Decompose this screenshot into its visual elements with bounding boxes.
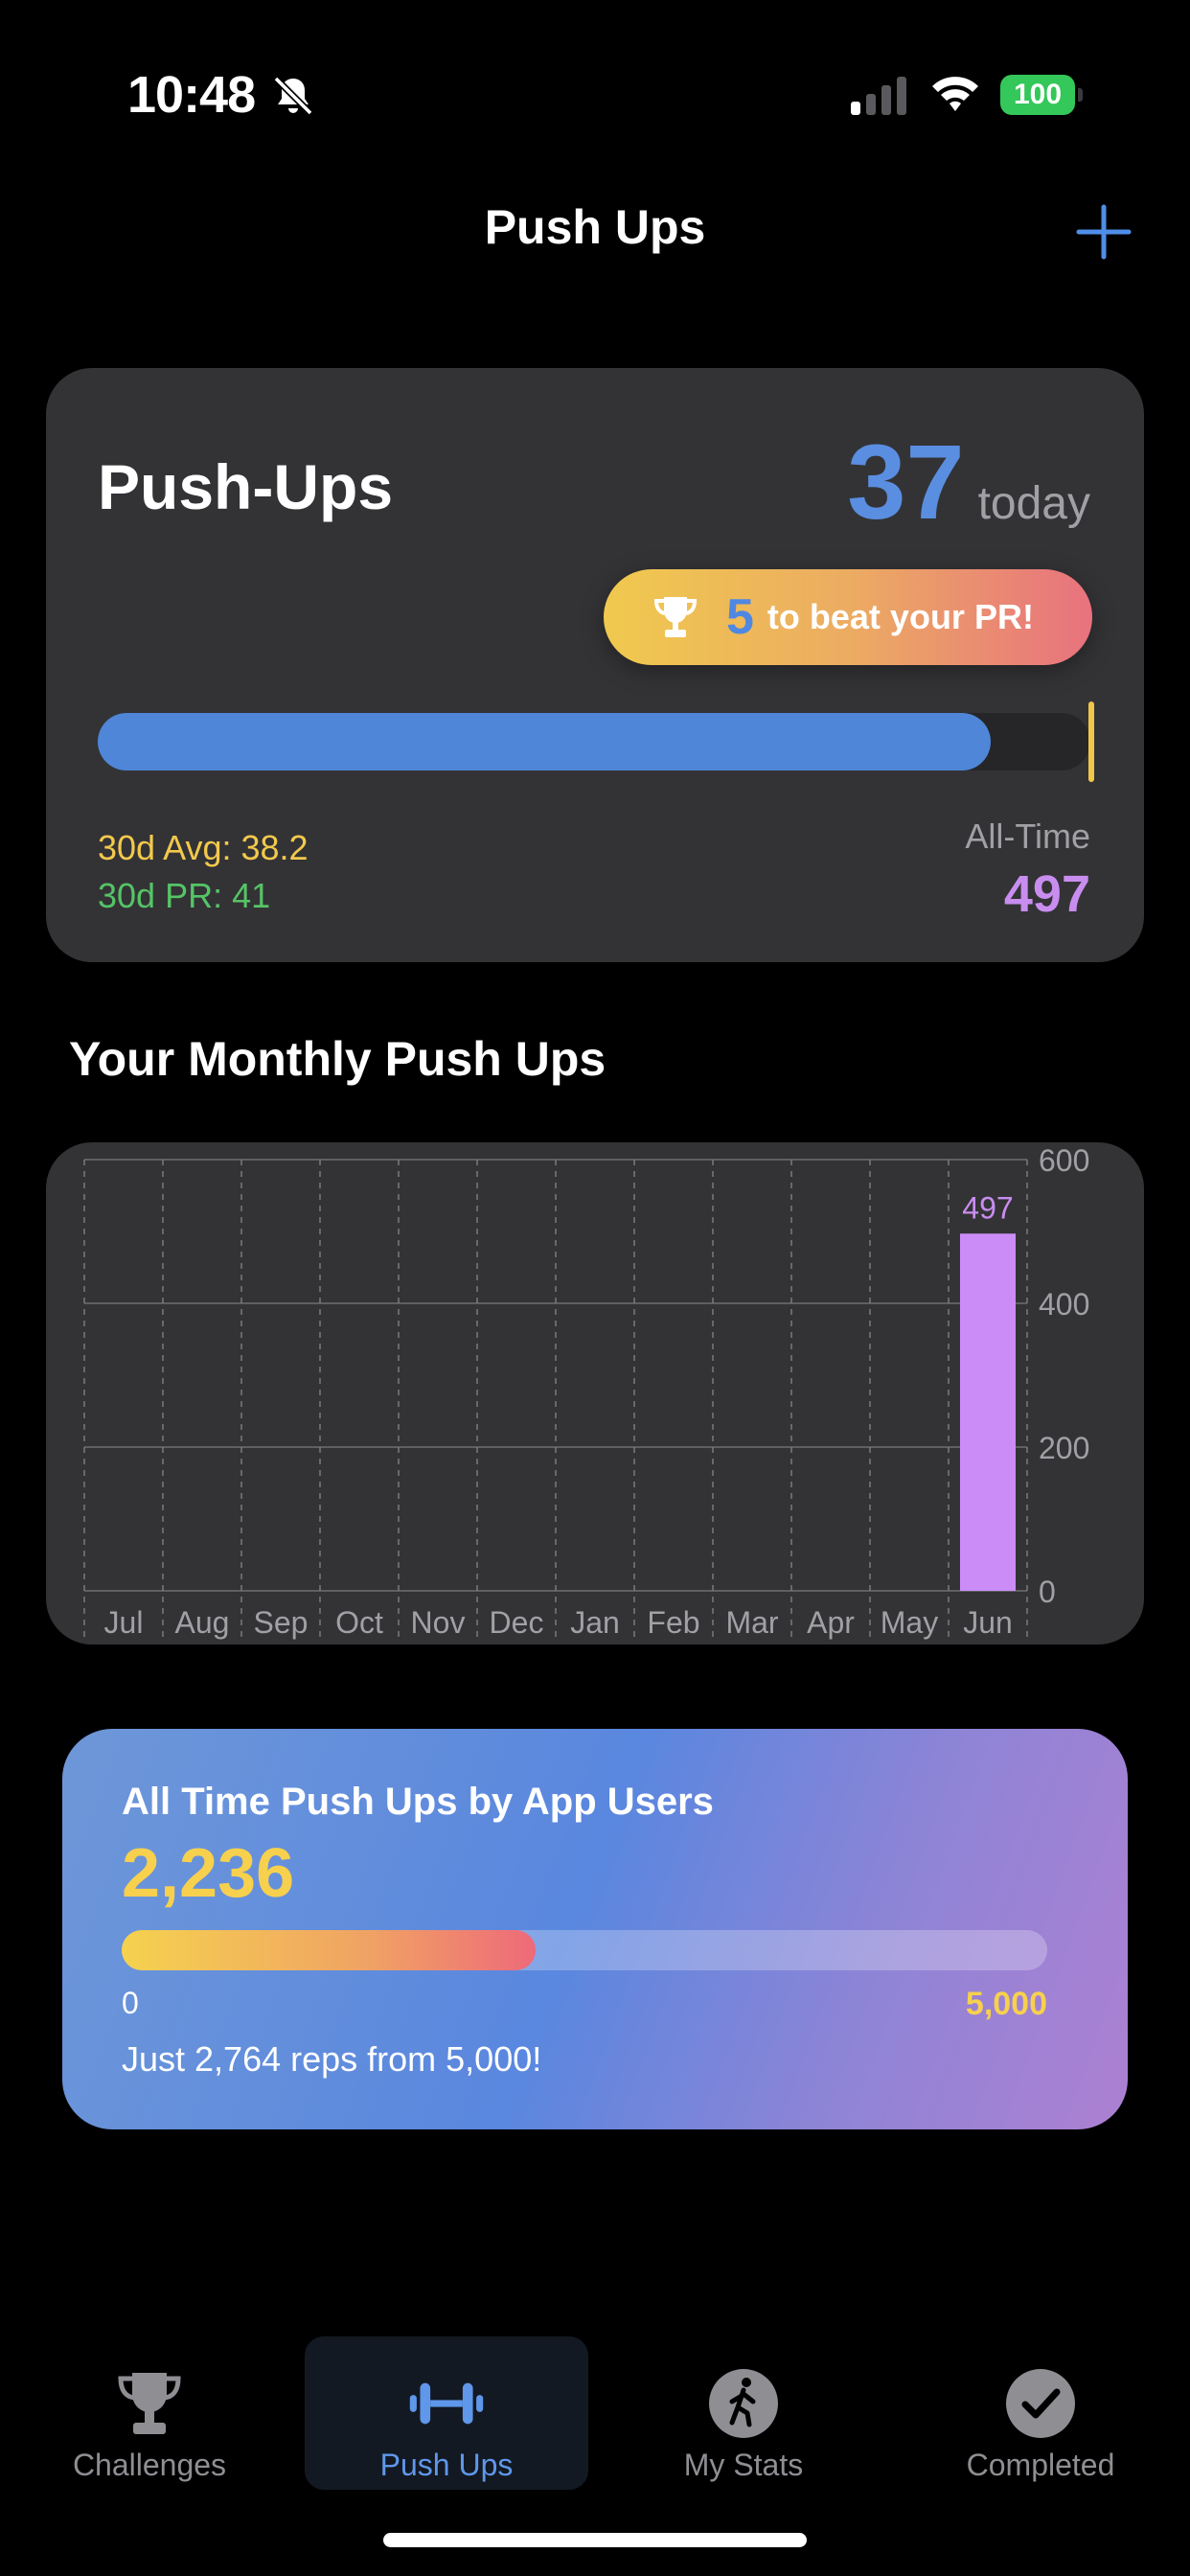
x-tick-label: Oct	[335, 1605, 383, 1640]
community-message: Just 2,764 reps from 5,000!	[122, 2039, 542, 2079]
battery-level: 100	[1000, 75, 1075, 115]
tab-label: Push Ups	[379, 2448, 514, 2482]
dumbbell-icon	[409, 2382, 484, 2425]
cellular-signal-icon	[851, 77, 906, 115]
community-progress-bar	[122, 1930, 1047, 1970]
avg-30d: 30d Avg: 38.2	[98, 828, 309, 867]
tab-push-ups[interactable]: Push Ups	[305, 2336, 588, 2490]
trophy-icon	[118, 2373, 181, 2434]
x-tick-label: Jun	[963, 1605, 1013, 1640]
community-total: 2,236	[122, 1835, 295, 1912]
community-progress-card[interactable]: All Time Push Ups by App Users 2,236 0 5…	[62, 1729, 1128, 2129]
community-progress-fill	[122, 1930, 536, 1970]
today-label: today	[977, 478, 1090, 529]
y-tick-label: 200	[1039, 1431, 1089, 1465]
today-count: 37	[847, 424, 965, 541]
tab-label: Challenges	[72, 2448, 227, 2482]
today-count-group: 37 today	[847, 422, 1090, 543]
page-title: Push Ups	[484, 200, 706, 254]
x-tick-label: Dec	[490, 1605, 544, 1640]
community-title: All Time Push Ups by App Users	[122, 1781, 714, 1823]
alltime-label: All-Time	[965, 816, 1090, 856]
tab-challenges[interactable]: Challenges	[8, 2336, 291, 2490]
checkmark-circle-icon	[1006, 2369, 1075, 2438]
pr-remaining-text: to beat your PR!	[767, 597, 1034, 636]
pr-target-marker	[1088, 702, 1094, 782]
community-min-label: 0	[122, 1986, 139, 2020]
x-tick-label: Jan	[570, 1605, 620, 1640]
walking-figure-icon	[709, 2369, 778, 2438]
wifi-icon	[932, 77, 978, 111]
daily-progress-fill	[98, 713, 992, 770]
tab-completed[interactable]: Completed	[899, 2336, 1182, 2490]
battery-tip	[1078, 88, 1083, 102]
card-title: Push-Ups	[98, 451, 394, 522]
y-tick-label: 600	[1039, 1143, 1089, 1178]
x-tick-label: Aug	[175, 1605, 230, 1640]
status-bar: 10:48 100	[0, 0, 1190, 192]
community-max-label: 5,000	[965, 1986, 1047, 2022]
battery-icon: 100	[1000, 75, 1083, 115]
beat-pr-badge: 5 to beat your PR!	[604, 569, 1092, 665]
monthly-chart-card: 0 200 400 600 Jul Aug Sep Oct Nov Dec Jan Feb Mar Apr…	[46, 1142, 1144, 1644]
y-tick-label: 0	[1039, 1575, 1056, 1609]
trophy-icon	[653, 597, 698, 637]
x-tick-label: May	[881, 1605, 938, 1640]
bar-data-label: 497	[962, 1190, 1013, 1225]
tab-label: My Stats	[683, 2448, 804, 2482]
monthly-bar-chart: 0 200 400 600 Jul Aug Sep Oct Nov Dec Jan Feb Mar Apr…	[83, 1143, 1089, 1641]
x-tick-label: Jul	[104, 1605, 144, 1640]
monthly-section-title: Your Monthly Push Ups	[69, 1032, 606, 1086]
pushups-summary-card[interactable]: Push-Ups 37 today 5 to beat your PR! 30d…	[46, 368, 1144, 962]
x-tick-label: Feb	[647, 1605, 699, 1640]
add-button[interactable]	[1073, 201, 1134, 263]
y-tick-label: 400	[1039, 1287, 1089, 1322]
pr-30d: 30d PR: 41	[98, 876, 271, 915]
x-tick-label: Mar	[725, 1605, 778, 1640]
status-time: 10:48	[127, 66, 256, 124]
tab-my-stats[interactable]: My Stats	[602, 2336, 885, 2490]
pr-remaining-count: 5	[726, 589, 754, 645]
home-indicator	[383, 2533, 807, 2547]
alltime-value: 497	[1003, 865, 1090, 923]
tab-label: Completed	[966, 2448, 1115, 2482]
daily-progress-bar	[98, 713, 1090, 770]
x-tick-label: Apr	[807, 1605, 855, 1640]
chart-bar	[960, 1233, 1016, 1591]
tab-bar: Challenges Push Ups My Stats Completed	[0, 2319, 1190, 2511]
x-tick-label: Sep	[254, 1605, 309, 1640]
x-tick-label: Nov	[411, 1605, 466, 1640]
bell-slash-icon	[273, 76, 313, 116]
